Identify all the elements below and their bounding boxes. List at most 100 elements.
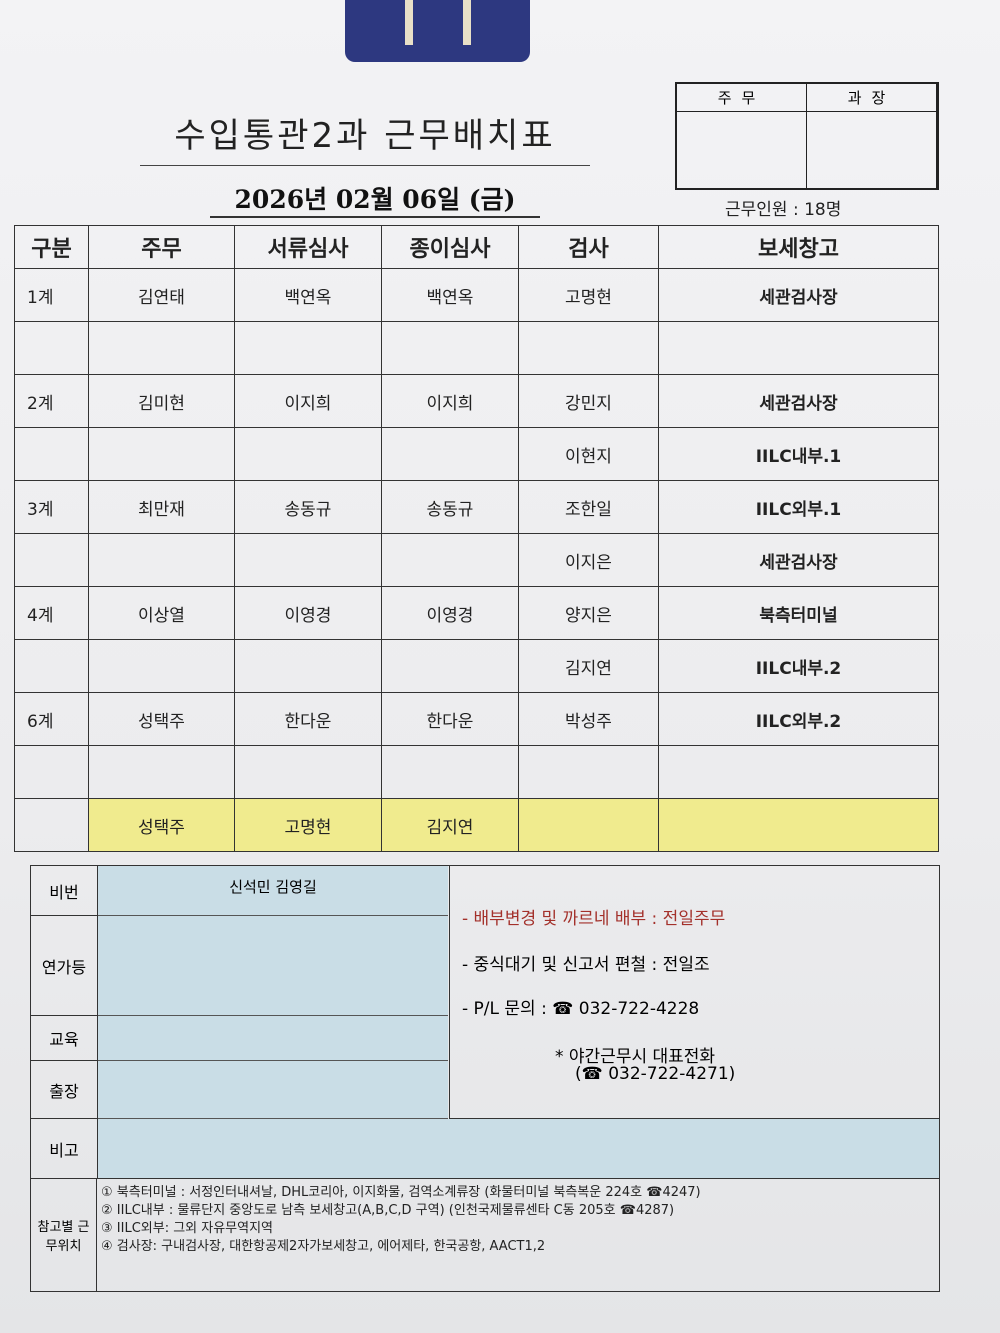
table-cell: 박성주 xyxy=(518,692,659,746)
table-cell: 이상열 xyxy=(88,586,235,640)
table-cell: 한다운 xyxy=(381,692,519,746)
schedule-date: 2026년 02월 06일 (금) xyxy=(210,180,540,218)
note-carnet: - 배부변경 및 까르네 배부 : 전일주무 xyxy=(462,909,726,929)
table-cell xyxy=(234,639,382,693)
table-cell: 한다운 xyxy=(234,692,382,746)
off-duty-cell: 신석민 김영길 xyxy=(98,866,448,916)
table-row xyxy=(14,745,939,799)
table-row: 6계 성택주 한다운 한다운 박성주 IILC외부.2 xyxy=(14,692,939,746)
table-cell: 조한일 xyxy=(518,480,659,534)
highlight-cell xyxy=(658,798,939,852)
table-cell xyxy=(234,427,382,481)
table-cell xyxy=(88,321,235,375)
education-cell xyxy=(98,1016,448,1061)
table-cell xyxy=(381,533,519,587)
column-header: 주무 xyxy=(88,225,235,269)
binder-clip xyxy=(345,0,530,62)
label-reference-locations: 참고별 근무위치 xyxy=(31,1179,97,1291)
table-cell: 최만재 xyxy=(88,480,235,534)
lower-section: 비번 연가등 교육 출장 비고 참고별 근무위치 신석민 김영길 - 배부변경 … xyxy=(30,865,940,1292)
table-cell: 세관검사장 xyxy=(658,374,939,428)
table-cell: IILC외부.1 xyxy=(658,480,939,534)
approval-sign-2 xyxy=(807,112,937,188)
reference-list: ① 북측터미널 : 서정인터내셔날, DHL코리아, 이지화물, 검역소계류장 … xyxy=(101,1184,701,1256)
table-cell xyxy=(14,427,89,481)
table-row: 1계 김연태 백연옥 백연옥 고명현 세관검사장 xyxy=(14,268,939,322)
table-cell xyxy=(14,533,89,587)
highlight-row: 성택주 고명현 김지연 xyxy=(14,798,939,852)
duty-table: 구분 주무 서류심사 종이심사 검사 보세창고 1계 김연태 백연옥 백연옥 고명현 세관검사장 2계… xyxy=(14,225,939,852)
table-cell xyxy=(14,639,89,693)
leave-cell xyxy=(98,916,448,1016)
table-cell xyxy=(518,321,659,375)
column-header: 서류심사 xyxy=(234,225,382,269)
reference-item: ① 북측터미널 : 서정인터내셔날, DHL코리아, 이지화물, 검역소계류장 … xyxy=(101,1185,701,1200)
table-cell xyxy=(234,533,382,587)
table-cell xyxy=(14,321,89,375)
table-cell xyxy=(658,321,939,375)
highlight-cell: 성택주 xyxy=(88,798,235,852)
note-lunch: - 중식대기 및 신고서 편철 : 전일조 xyxy=(462,955,710,975)
table-cell: 북측터미널 xyxy=(658,586,939,640)
table-cell: 이지은 xyxy=(518,533,659,587)
table-cell xyxy=(381,639,519,693)
table-cell: 강민지 xyxy=(518,374,659,428)
reference-item: ③ IILC외부: 그외 자유무역지역 xyxy=(101,1221,274,1236)
table-cell: 6계 xyxy=(14,692,89,746)
approval-box: 주무 과장 xyxy=(675,82,939,190)
table-cell xyxy=(234,321,382,375)
table-cell: IILC내부.1 xyxy=(658,427,939,481)
reference-item: ④ 검사장: 구내검사장, 대한항공제2자가보세창고, 에어제타, 한국공항, … xyxy=(101,1239,546,1254)
remarks-cell xyxy=(98,1119,939,1179)
approval-header-2: 과장 xyxy=(807,84,937,112)
table-cell: 송동규 xyxy=(234,480,382,534)
table-cell xyxy=(381,427,519,481)
note-night-phone: * 야간근무시 대표전화 xyxy=(555,1047,716,1067)
label-remarks: 비고 xyxy=(31,1119,98,1179)
table-row: 2계 김미현 이지희 이지희 강민지 세관검사장 xyxy=(14,374,939,428)
table-cell xyxy=(518,745,659,799)
highlight-cell xyxy=(518,798,659,852)
table-cell: 김미현 xyxy=(88,374,235,428)
table-cell xyxy=(234,745,382,799)
label-leave: 연가등 xyxy=(31,916,98,1016)
approval-header-1: 주무 xyxy=(677,84,807,112)
label-off-duty: 비번 xyxy=(31,866,98,916)
highlight-cell: 고명현 xyxy=(234,798,382,852)
table-row: 이현지 IILC내부.1 xyxy=(14,427,939,481)
table-cell xyxy=(658,745,939,799)
table-row: 4계 이상열 이영경 이영경 양지은 북측터미널 xyxy=(14,586,939,640)
table-cell: 1계 xyxy=(14,268,89,322)
highlight-cell: 김지연 xyxy=(381,798,519,852)
note-night-number: (☎ 032-722-4271) xyxy=(575,1064,736,1084)
approval-sign-1 xyxy=(677,112,807,188)
table-cell: 이영경 xyxy=(381,586,519,640)
table-cell: 성택주 xyxy=(88,692,235,746)
table-cell: 백연옥 xyxy=(381,268,519,322)
table-cell: 4계 xyxy=(14,586,89,640)
reference-item: ② IILC내부 : 물류단지 중앙도로 남측 보세창고(A,B,C,D 구역)… xyxy=(101,1203,675,1218)
table-cell xyxy=(381,321,519,375)
staff-count: 근무인원 : 18명 xyxy=(725,200,842,220)
table-cell: 고명현 xyxy=(518,268,659,322)
table-cell: 김지연 xyxy=(518,639,659,693)
table-cell: 이지희 xyxy=(234,374,382,428)
page-title: 수입통관2과 근무배치표 xyxy=(140,108,590,166)
table-cell: 이지희 xyxy=(381,374,519,428)
column-header: 종이심사 xyxy=(381,225,519,269)
notes-panel: - 배부변경 및 까르네 배부 : 전일주무 - 중식대기 및 신고서 편철 :… xyxy=(449,866,940,1119)
table-cell xyxy=(14,745,89,799)
table-cell: IILC외부.2 xyxy=(658,692,939,746)
business-trip-cell xyxy=(98,1061,448,1119)
table-cell xyxy=(88,533,235,587)
highlight-cell xyxy=(14,798,89,852)
table-cell: 이현지 xyxy=(518,427,659,481)
table-cell xyxy=(381,745,519,799)
table-cell: 3계 xyxy=(14,480,89,534)
table-row: 김지연 IILC내부.2 xyxy=(14,639,939,693)
note-pl-inquiry: - P/L 문의 : ☎ 032-722-4228 xyxy=(462,999,700,1019)
table-row: 이지은 세관검사장 xyxy=(14,533,939,587)
table-cell: 송동규 xyxy=(381,480,519,534)
table-cell: 세관검사장 xyxy=(658,268,939,322)
